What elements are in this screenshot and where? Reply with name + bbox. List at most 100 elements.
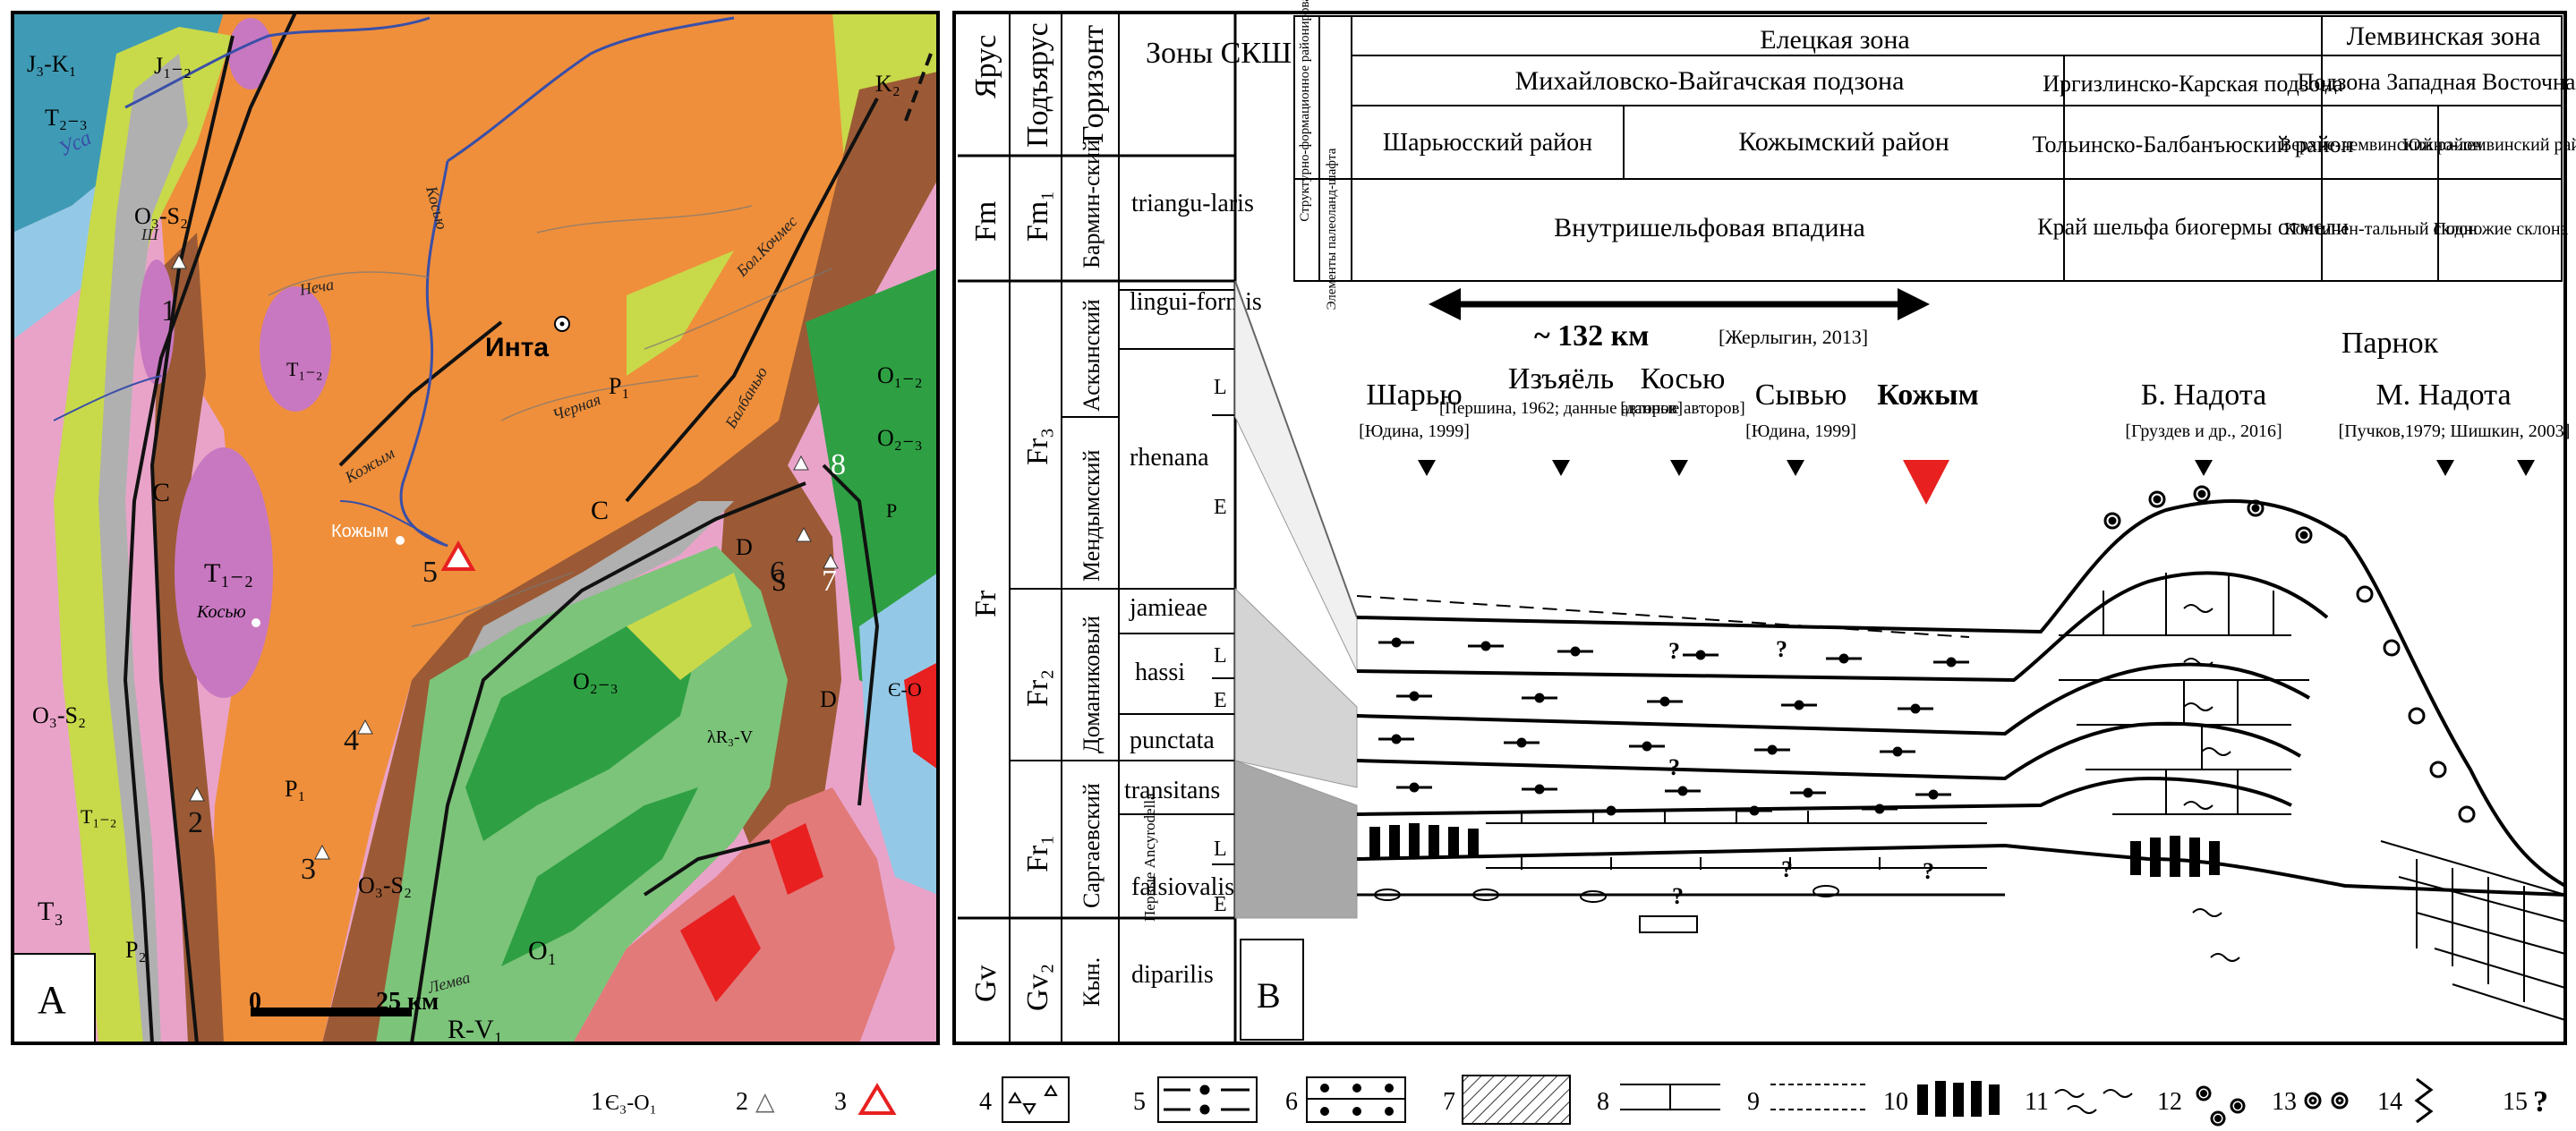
geo-label-t12-a: T₁₋₂ bbox=[286, 358, 322, 380]
landscape-intrashelf: Внутришельфовая впадина bbox=[1554, 213, 1865, 242]
panel-a-label: A bbox=[38, 978, 66, 1022]
legend-num-11: 11 bbox=[2025, 1088, 2049, 1116]
zone-rhenana: rhenana bbox=[1130, 444, 1209, 472]
panel-b-label: B bbox=[1257, 975, 1281, 1016]
subzone-western-eastern: Подзона Западная Восточная bbox=[2298, 69, 2576, 95]
legend-text-2: △ bbox=[755, 1088, 775, 1116]
place-kosyu: Косью bbox=[196, 602, 246, 622]
horizon-mendymsky: Мендымский bbox=[1079, 450, 1105, 582]
legend-num-15: 15 bbox=[2503, 1088, 2528, 1116]
district-south-lemva: Южно-лемвинский район bbox=[2402, 135, 2576, 155]
legend-kozhym-symbol bbox=[857, 1083, 897, 1115]
geo-label-t3: T₃ bbox=[38, 897, 64, 926]
zone-triangularis: triangu-laris bbox=[1131, 190, 1254, 217]
geo-label-p1-top: P₁ bbox=[609, 373, 630, 399]
geo-label-j12: J₁₋₂ bbox=[154, 53, 192, 79]
geo-label-c-left: C bbox=[152, 478, 170, 507]
shale-symbols bbox=[1378, 637, 1969, 816]
city-label: Инта bbox=[485, 333, 549, 362]
zone-transitans: transitans bbox=[1124, 777, 1220, 804]
section-izyael-ref: [Першина, 1962; данные авторов] bbox=[1439, 399, 1683, 418]
substage-fr1: Fr₁ bbox=[1021, 835, 1054, 872]
panel-a-map: J₃-K₁ J₁₋₂ T₂₋₃ O₃-S₂ T₁₋₂ T₁₋₂ C C P₁ P… bbox=[13, 13, 938, 1043]
conodont-zones: triangu-laris lingui-formis rhenana jami… bbox=[1124, 190, 1262, 989]
section-sharyu-ref: [Юдина, 1999] bbox=[1359, 421, 1470, 441]
geo-label-c-mid: C bbox=[591, 496, 609, 525]
column-headers: Ярус Подъярус Горизонт Зоны СКШ bbox=[969, 22, 1292, 148]
section-m-nadota: М. Надота bbox=[2376, 378, 2511, 412]
section-m-nadota-ref-text: [Пучков,1979; Шишкин, 2003] bbox=[2339, 421, 2571, 441]
map-sites: 1 2 3 4 5 6 7 8 bbox=[161, 253, 846, 886]
site-8: 8 bbox=[831, 448, 846, 481]
geo-label-p2: P₂ bbox=[125, 937, 147, 963]
geo-label-s: S bbox=[772, 567, 787, 597]
horizon-sargaevsky: Саргаевский bbox=[1079, 783, 1105, 908]
section-syvyu: Сывью bbox=[1755, 378, 1847, 412]
site-4: 4 bbox=[344, 724, 359, 757]
site-1: 1 bbox=[161, 294, 176, 327]
header-zones: Зоны СКШ bbox=[1146, 37, 1292, 70]
zone-falsiovalis: falsiovalis bbox=[1131, 873, 1234, 901]
geo-label-o23: O₂₋₃ bbox=[573, 668, 618, 694]
legend-text-15: ? bbox=[2533, 1085, 2548, 1118]
horizon-barminsky: Бармин-ский bbox=[1079, 140, 1105, 268]
cross-section: ? ? ? ? ? ? bbox=[1356, 485, 2566, 1021]
legend-num-6: 6 bbox=[1285, 1088, 1298, 1116]
map-places: Инта Кожым Косью bbox=[196, 316, 570, 627]
geo-label-o1: O₁ bbox=[528, 936, 557, 965]
slope-deposits bbox=[2380, 840, 2566, 1021]
zone-mark-rhenana-e: E bbox=[1214, 496, 1227, 519]
section-markers bbox=[1418, 460, 2535, 505]
section-kosyu-ref: [данные авторов] bbox=[1620, 399, 1745, 418]
district-kozhym: Кожымский район bbox=[1738, 127, 1949, 157]
zone-hassi: hassi bbox=[1135, 659, 1185, 686]
wavy-symbols bbox=[2183, 604, 2240, 962]
question-mark-6: ? bbox=[1672, 883, 1684, 909]
legend-num-1: 1 bbox=[591, 1088, 603, 1116]
legend: 1 Є₃-O₁ 2 △ 3 4 5 6 7 8 9 10 bbox=[591, 1075, 2548, 1127]
legend-text-1: Є₃-O₁ bbox=[605, 1092, 657, 1115]
scale-distance: 25 км bbox=[376, 988, 439, 1016]
zone-lemva: Лемвинская зона bbox=[2347, 21, 2541, 51]
stage-labels: Fm Fr Gv Fm₁ Fr₃ Fr₂ Fr₁ Gv₂ bbox=[969, 191, 1054, 1011]
side-label-sfr: Структурно-формационное районирование bbox=[1298, 0, 1312, 222]
concretions bbox=[1374, 885, 1839, 933]
distance-source: [Жерлыгин, 2013] bbox=[1719, 326, 1868, 348]
geo-label-d-right: D bbox=[820, 686, 837, 712]
nodular-band bbox=[1369, 823, 2220, 877]
section-parnok: Парнок bbox=[2341, 327, 2439, 360]
side-label-landscape: Элементы палеоланд-шафта bbox=[1325, 148, 1339, 310]
district-upper-lemva: Верхне-лемвинский район bbox=[2280, 135, 2482, 155]
geo-label-p1-mid: P₁ bbox=[285, 776, 306, 802]
zone-jamieae: jamieae bbox=[1129, 594, 1207, 622]
legend-num-8: 8 bbox=[1597, 1088, 1609, 1116]
geo-label-p-right: P bbox=[886, 499, 897, 522]
zone-mark-hassi-e: E bbox=[1214, 689, 1227, 712]
header-horizon: Горизонт bbox=[1077, 25, 1110, 143]
panel-b-scheme: Ярус Подъярус Горизонт Зоны СКШ Fm Fr Gv… bbox=[952, 0, 2576, 1045]
geo-label-j3k1: J₃-K₁ bbox=[27, 51, 77, 77]
substage-fr2: Fr₂ bbox=[1021, 669, 1054, 707]
section-syvyu-ref: [Юдина, 1999] bbox=[1745, 421, 1856, 441]
geo-label-t23: T₂₋₃ bbox=[45, 105, 88, 131]
zone-diparilis: diparilis bbox=[1131, 961, 1214, 989]
geo-label-rv: λR₃-V bbox=[707, 727, 754, 747]
substage-fr3: Fr₃ bbox=[1021, 428, 1054, 465]
zone-mark-hassi-l: L bbox=[1214, 644, 1227, 668]
reef-buildup bbox=[2059, 573, 2309, 815]
subzone-irgizlinsko: Иргизлинско-Карская подзона bbox=[2043, 71, 2343, 97]
river-label-shar: Ш bbox=[141, 225, 159, 243]
geo-label-d-left: D bbox=[736, 534, 753, 560]
district-sharyu: Шарьюсский район bbox=[1383, 129, 1592, 157]
stage-fm: Fm bbox=[969, 201, 1002, 242]
section-b-nadota-ref: [Груздев и др., 2016] bbox=[2125, 421, 2282, 441]
place-kozhym: Кожым bbox=[331, 522, 388, 541]
substage-gv2: Gv₂ bbox=[1021, 964, 1054, 1011]
section-names: Шарью [Юдина, 1999] Изъяёль [Першина, 19… bbox=[1359, 327, 2570, 441]
question-mark-5: ? bbox=[1923, 858, 1934, 884]
section-sharyu: Шарью bbox=[1366, 378, 1462, 412]
zone-mark-falsiovalis-l: L bbox=[1214, 838, 1227, 861]
site-2: 2 bbox=[188, 806, 203, 839]
site-7: 7 bbox=[822, 565, 837, 598]
